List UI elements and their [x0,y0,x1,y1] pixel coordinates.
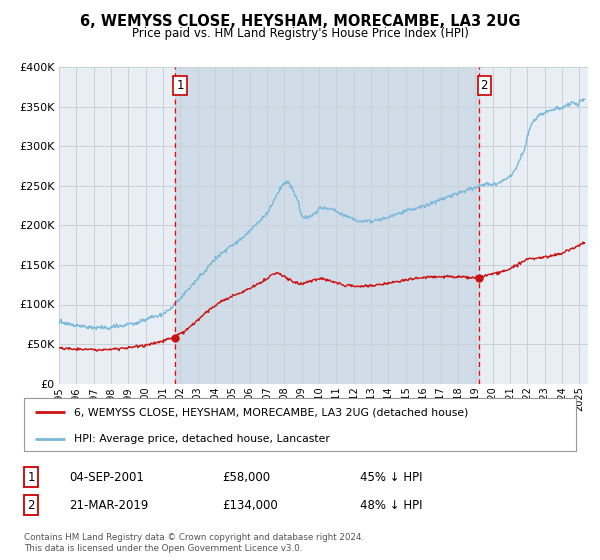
Text: 1: 1 [176,79,184,92]
Text: 21-MAR-2019: 21-MAR-2019 [69,498,148,512]
Text: 1: 1 [28,470,35,484]
Bar [175,67,479,384]
Text: 6, WEMYSS CLOSE, HEYSHAM, MORECAMBE, LA3 2UG: 6, WEMYSS CLOSE, HEYSHAM, MORECAMBE, LA3… [80,14,520,29]
Text: 2: 2 [481,79,488,92]
Text: 45% ↓ HPI: 45% ↓ HPI [360,470,422,484]
Text: Price paid vs. HM Land Registry's House Price Index (HPI): Price paid vs. HM Land Registry's House … [131,27,469,40]
Text: 04-SEP-2001: 04-SEP-2001 [69,470,144,484]
Text: HPI: Average price, detached house, Lancaster: HPI: Average price, detached house, Lanc… [74,434,329,444]
Text: £58,000: £58,000 [222,470,270,484]
Text: This data is licensed under the Open Government Licence v3.0.: This data is licensed under the Open Gov… [24,544,302,553]
Text: Contains HM Land Registry data © Crown copyright and database right 2024.: Contains HM Land Registry data © Crown c… [24,533,364,542]
Text: £134,000: £134,000 [222,498,278,512]
Text: 6, WEMYSS CLOSE, HEYSHAM, MORECAMBE, LA3 2UG (detached house): 6, WEMYSS CLOSE, HEYSHAM, MORECAMBE, LA3… [74,408,468,418]
Text: 2: 2 [28,498,35,512]
Text: 48% ↓ HPI: 48% ↓ HPI [360,498,422,512]
